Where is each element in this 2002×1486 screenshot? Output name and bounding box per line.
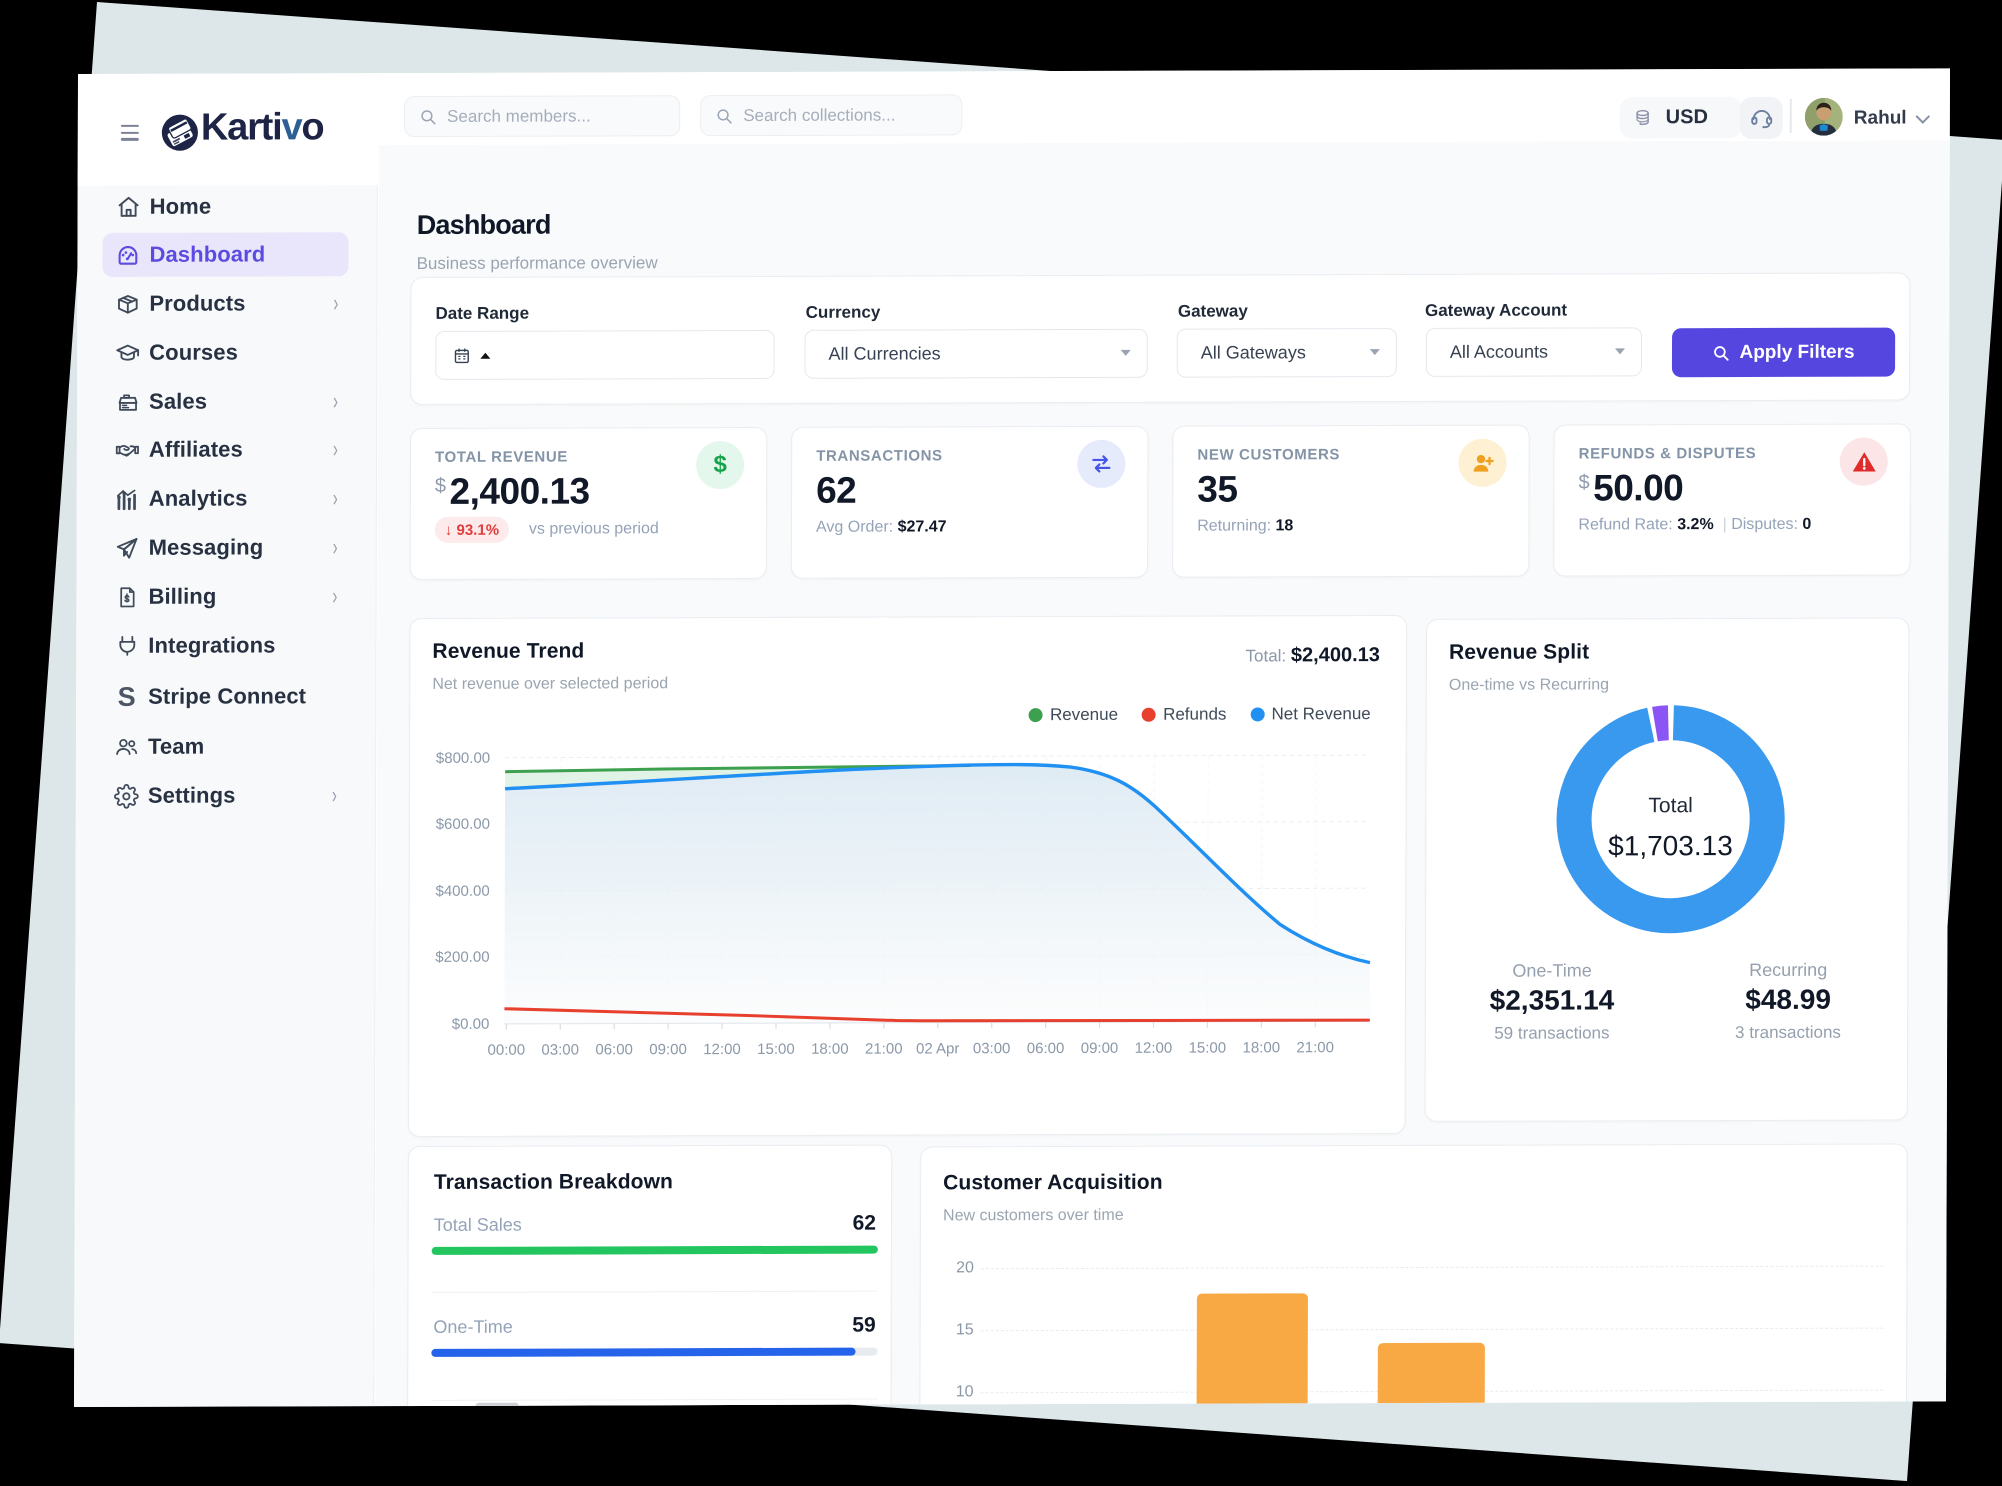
svg-text:18:00: 18:00 [811,1041,849,1058]
svg-text:$48.99: $48.99 [1745,984,1831,1015]
svg-text:$1,703.13: $1,703.13 [1608,830,1733,861]
svg-text:15:00: 15:00 [757,1041,795,1058]
svg-text:$400.00: $400.00 [435,883,489,900]
svg-text:$2,351.14: $2,351.14 [1490,984,1615,1015]
svg-text:$600.00: $600.00 [436,816,490,833]
svg-text:Total: Total [1648,794,1692,817]
svg-text:06:00: 06:00 [1027,1040,1065,1057]
svg-text:12:00: 12:00 [1135,1040,1173,1057]
svg-text:One-Time: One-Time [1512,960,1591,980]
svg-text:12:00: 12:00 [703,1041,741,1058]
svg-text:59 transactions: 59 transactions [1494,1023,1609,1042]
svg-text:18:00: 18:00 [1242,1039,1280,1056]
svg-text:06:00: 06:00 [595,1041,633,1058]
svg-text:21:00: 21:00 [865,1041,903,1058]
svg-text:00:00: 00:00 [487,1042,525,1059]
svg-text:03:00: 03:00 [541,1041,579,1058]
svg-text:$800.00: $800.00 [436,750,490,767]
svg-text:02 Apr: 02 Apr [916,1040,959,1057]
svg-text:09:00: 09:00 [649,1041,687,1058]
svg-text:3 transactions: 3 transactions [1735,1023,1841,1042]
svg-text:$0.00: $0.00 [452,1016,490,1033]
svg-text:09:00: 09:00 [1081,1040,1119,1057]
svg-text:15:00: 15:00 [1189,1040,1227,1057]
svg-text:$200.00: $200.00 [435,949,489,966]
svg-text:Recurring: Recurring [1749,960,1827,980]
svg-text:03:00: 03:00 [973,1040,1011,1057]
svg-text:21:00: 21:00 [1296,1039,1334,1056]
